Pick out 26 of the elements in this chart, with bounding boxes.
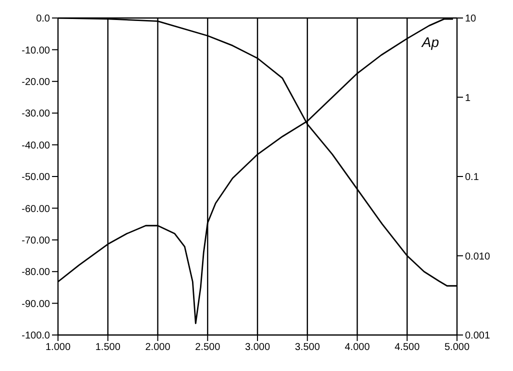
y-tick-label: -20.00 (22, 76, 50, 88)
y2-tick-label: 0.010 (465, 251, 490, 262)
y2-tick-label: 1 (465, 92, 471, 104)
annotation: Ap (422, 34, 439, 50)
y-tick-label: -60.00 (22, 204, 50, 215)
y-tick-label: -90.00 (22, 298, 50, 310)
x-tick-label: 2.500 (195, 342, 221, 354)
y-tick-label: -30.00 (22, 108, 50, 120)
y-tick-label: -10.00 (22, 45, 50, 56)
x-tick-label: 3.500 (294, 342, 320, 354)
y-tick-label: 0.0 (36, 14, 50, 25)
y-tick-label: -50.00 (22, 172, 50, 184)
x-tick-label: 5.000 (444, 342, 470, 354)
y2-tick-label: 0.001 (465, 330, 490, 342)
y-tick-label: -100.0 (22, 330, 50, 342)
y-tick-label: -80.00 (22, 267, 50, 278)
y-tick-label: -70.00 (22, 235, 50, 246)
x-tick-label: 4.500 (394, 342, 420, 354)
x-tick-label: 1.500 (95, 342, 121, 354)
y-tick-label: -40.00 (22, 140, 50, 152)
y2-tick-label: 10 (465, 14, 477, 25)
x-tick-label: 3.000 (244, 342, 270, 354)
x-tick-label: 2.000 (145, 342, 171, 354)
x-tick-label: 4.000 (344, 342, 370, 354)
x-tick-label: 1.000 (45, 342, 71, 354)
y2-tick-label: 0.1 (465, 172, 480, 184)
